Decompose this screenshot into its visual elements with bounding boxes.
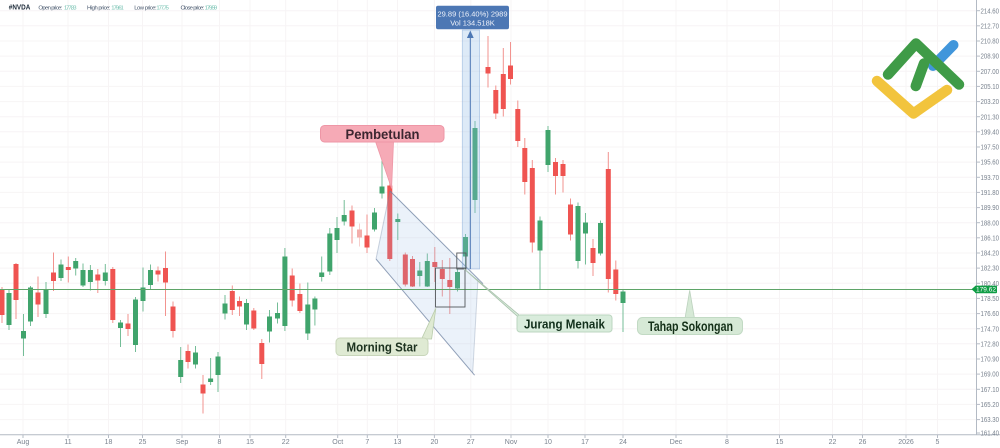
svg-text:188.00: 188.00 [981, 220, 1000, 227]
svg-text:179.62: 179.62 [976, 287, 996, 294]
svg-text:210.80: 210.80 [981, 39, 1000, 46]
svg-text:179.59: 179.59 [205, 6, 218, 12]
svg-text:8: 8 [725, 439, 729, 446]
svg-text:Nov: Nov [505, 439, 518, 446]
svg-text:Dec: Dec [670, 439, 683, 446]
svg-text:High price:: High price: [87, 6, 111, 12]
svg-text:177.75: 177.75 [156, 6, 169, 12]
svg-text:203.20: 203.20 [981, 99, 1000, 106]
svg-text:212.70: 212.70 [981, 23, 1000, 30]
svg-text:22: 22 [282, 439, 290, 446]
svg-text:15: 15 [776, 439, 784, 446]
svg-text:176.60: 176.60 [981, 311, 1000, 318]
svg-text:165.20: 165.20 [981, 402, 1000, 409]
svg-text:195.60: 195.60 [981, 160, 1000, 167]
svg-text:161.40: 161.40 [981, 431, 1000, 438]
svg-text:Jurang Menaik: Jurang Menaik [524, 316, 606, 331]
svg-text:24: 24 [619, 439, 627, 446]
svg-text:27: 27 [467, 439, 475, 446]
svg-text:22: 22 [829, 439, 837, 446]
svg-text:170.90: 170.90 [981, 357, 1000, 364]
svg-text:7: 7 [365, 439, 369, 446]
svg-text:199.40: 199.40 [981, 129, 1000, 136]
svg-text:26: 26 [859, 439, 867, 446]
svg-text:Tahap Sokongan: Tahap Sokongan [648, 319, 733, 334]
svg-text:Pembetulan: Pembetulan [346, 127, 420, 142]
svg-text:8: 8 [218, 439, 222, 446]
svg-text:15: 15 [246, 439, 254, 446]
svg-text:20: 20 [431, 439, 439, 446]
svg-text:18: 18 [105, 439, 113, 446]
svg-text:169.00: 169.00 [981, 372, 1000, 379]
svg-text:Low price:: Low price: [134, 6, 157, 12]
svg-text:177.83: 177.83 [64, 6, 77, 12]
svg-text:Oct: Oct [332, 439, 343, 446]
svg-text:207.00: 207.00 [981, 69, 1000, 76]
svg-text:2026: 2026 [898, 439, 914, 446]
svg-text:178.50: 178.50 [981, 296, 1000, 303]
svg-text:Close price:: Close price: [181, 6, 205, 12]
svg-text:10: 10 [544, 439, 552, 446]
svg-text:172.80: 172.80 [981, 341, 1000, 348]
svg-text:205.10: 205.10 [981, 84, 1000, 91]
svg-text:214.60: 214.60 [981, 8, 1000, 15]
svg-text:191.80: 191.80 [981, 190, 1000, 197]
svg-text:29.89 (16.40%) 2989: 29.89 (16.40%) 2989 [437, 10, 507, 19]
svg-text:174.70: 174.70 [981, 326, 1000, 333]
svg-text:Aug: Aug [17, 439, 30, 446]
svg-text:189.90: 189.90 [981, 205, 1000, 212]
svg-text:182.30: 182.30 [981, 266, 1000, 273]
svg-text:167.10: 167.10 [981, 387, 1000, 394]
svg-text:Sep: Sep [176, 439, 189, 446]
svg-text:180.40: 180.40 [981, 281, 1000, 288]
svg-text:163.30: 163.30 [981, 417, 1000, 424]
svg-text:11: 11 [64, 439, 71, 446]
svg-text:Morning Star: Morning Star [347, 340, 418, 355]
svg-text:208.90: 208.90 [981, 54, 1000, 61]
svg-text:25: 25 [139, 439, 147, 446]
svg-text:13: 13 [394, 439, 402, 446]
svg-text:#NVDA: #NVDA [9, 5, 31, 12]
svg-text:17: 17 [581, 439, 589, 446]
svg-text:186.10: 186.10 [981, 235, 1000, 242]
svg-text:Open price:: Open price: [38, 6, 62, 12]
svg-text:193.70: 193.70 [981, 175, 1000, 182]
svg-text:5: 5 [936, 439, 940, 446]
svg-text:179.61: 179.61 [111, 6, 124, 12]
svg-text:201.30: 201.30 [981, 114, 1000, 121]
svg-text:197.50: 197.50 [981, 145, 1000, 152]
svg-text:Vol 134.518K: Vol 134.518K [450, 19, 495, 28]
svg-text:184.20: 184.20 [981, 251, 1000, 258]
